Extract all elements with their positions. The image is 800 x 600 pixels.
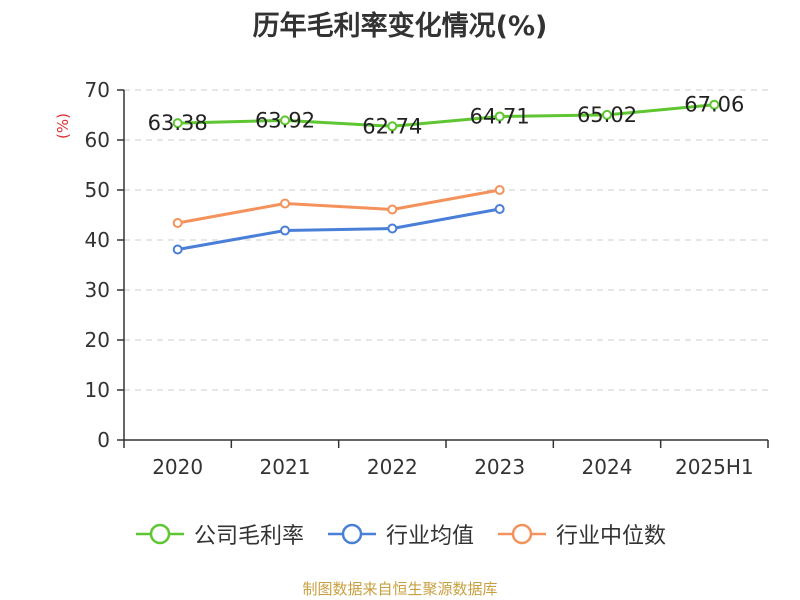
data-label: 64.71 [470, 104, 530, 128]
data-point [280, 225, 290, 236]
y-axis-unit: (%) [54, 113, 72, 139]
data-point [280, 115, 290, 126]
y-tick-label: 40 [85, 228, 110, 252]
series-lines [172, 99, 720, 255]
data-labels: 63.38 63.92 62.74 64.71 65.02 67.06 [148, 93, 745, 139]
legend-label: 行业中位数 [556, 524, 667, 549]
data-point [172, 218, 183, 228]
data-point [280, 198, 290, 209]
source-note: 制图数据来自恒生聚源数据库 [302, 580, 498, 598]
legend-label: 公司毛利率 [193, 524, 304, 549]
legend-circle [511, 523, 533, 545]
series-line [177, 103, 715, 128]
y-tick-label: 30 [85, 278, 110, 302]
legend-marker-icon [135, 523, 184, 545]
legend-circle [341, 523, 363, 545]
data-label: 62.74 [362, 114, 422, 138]
data-point [387, 223, 398, 234]
axes: 0 10 20 30 40 50 60 70 2020 2021 2022 2023 2024 2025H… [85, 78, 769, 479]
x-tick-label: 2025H1 [675, 455, 754, 479]
data-point [602, 109, 612, 120]
legend-item[interactable]: 公司毛利率 [134, 518, 304, 550]
data-label: 63.92 [255, 108, 315, 132]
x-tick-label: 2022 [367, 455, 418, 479]
data-point [387, 121, 398, 132]
data-point [387, 204, 398, 215]
y-tick-label: 10 [85, 378, 110, 402]
series-line [177, 207, 500, 251]
x-tick-label: 2024 [582, 455, 633, 479]
data-point [494, 185, 505, 195]
y-tick-label: 70 [85, 78, 110, 102]
x-tick-label: 2021 [260, 455, 311, 479]
data-point [494, 204, 505, 214]
y-tick-label: 60 [85, 128, 110, 152]
legend-item[interactable]: 行业均值 [326, 518, 474, 550]
data-point [172, 118, 183, 129]
x-tick-label: 2023 [474, 455, 525, 479]
data-label: 63.38 [148, 111, 208, 135]
data-label: 65.02 [577, 103, 637, 127]
data-point [709, 99, 720, 110]
legend-marker-icon [498, 523, 546, 545]
data-label: 67.06 [684, 93, 744, 117]
legend-marker-icon [327, 523, 376, 545]
legend-circle [149, 523, 171, 545]
legend: 公司毛利率 行业均值 行业中位数 [0, 518, 800, 550]
y-tick-label: 50 [85, 178, 110, 202]
legend-item[interactable]: 行业中位数 [496, 518, 666, 550]
data-point [172, 244, 183, 255]
x-tick-label: 2020 [152, 455, 203, 479]
y-tick-label: 0 [97, 428, 110, 452]
grid-lines [124, 89, 768, 391]
legend-label: 行业均值 [385, 524, 474, 549]
series-line [177, 188, 500, 225]
chart-title: 历年毛利率变化情况(%) [252, 11, 548, 42]
data-point [494, 111, 505, 122]
y-tick-label: 20 [85, 328, 110, 352]
